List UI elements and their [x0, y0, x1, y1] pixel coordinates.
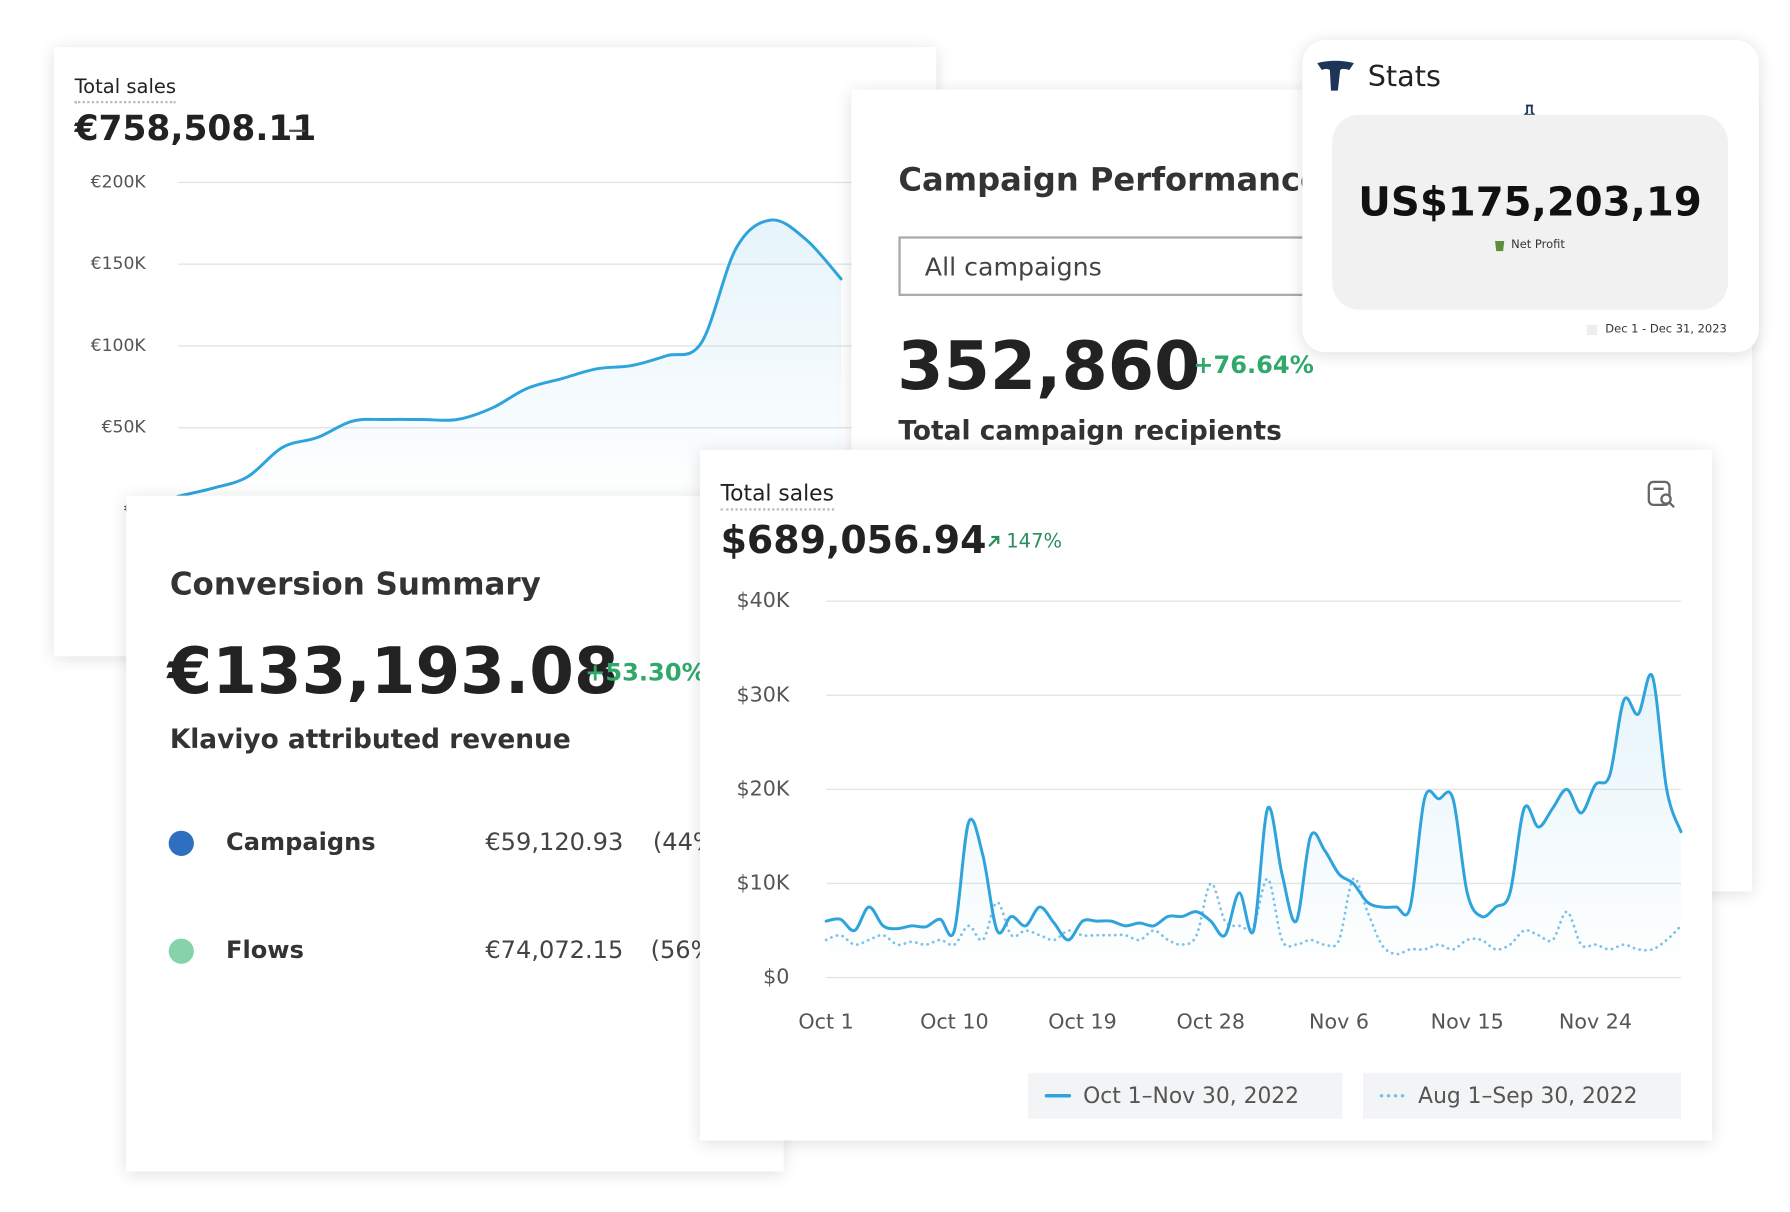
stat-box: US$175,203,19 Net Profit [1332, 114, 1728, 310]
recipients-label: Total campaign recipients [898, 416, 1282, 447]
y-tick-label: $30K [736, 682, 789, 706]
x-tick-label: Oct 1 [798, 1009, 853, 1033]
revenue-value: €133,193.08 [167, 634, 619, 710]
card-title: Stats [1367, 59, 1441, 93]
stat-value: US$175,203,19 [1358, 180, 1702, 227]
y-tick-label: €150K [91, 254, 147, 274]
x-tick-label: Nov 6 [1309, 1009, 1369, 1033]
shop-icon [1495, 240, 1505, 252]
x-tick-label: Oct 28 [1177, 1009, 1246, 1033]
dot [168, 830, 194, 856]
change: +53.30% [585, 658, 706, 687]
row-name: Flows [226, 936, 304, 964]
y-tick-label: $40K [736, 588, 789, 612]
change: +76.64% [1193, 351, 1314, 379]
arrow-icon [988, 535, 1000, 547]
x-tick-label: Oct 10 [920, 1009, 989, 1033]
row-name: Campaigns [226, 828, 376, 856]
logo [1317, 60, 1354, 91]
change: 147% [1006, 530, 1063, 554]
conversion-card: Conversion Summary €133,193.08 +53.30% K… [126, 495, 784, 1172]
dash-icon [289, 129, 306, 132]
legend-label: Oct 1–Nov 30, 2022 [1083, 1084, 1299, 1109]
x-tick-label: Nov 15 [1431, 1009, 1504, 1033]
total-value: €758,508.11 [74, 109, 317, 150]
card-title: Total sales [74, 77, 177, 104]
y-tick-label: $10K [736, 870, 789, 894]
line [176, 218, 843, 498]
line [824, 672, 1683, 942]
y-tick-label: $20K [736, 776, 789, 800]
legend-item [1363, 1072, 1681, 1119]
x-tick-label: Oct 19 [1048, 1009, 1117, 1033]
stats-card: Stats US$175,203,19 Net Profit Dec 1 - D… [1302, 40, 1759, 353]
recipients-value: 352,860 [897, 327, 1201, 406]
sales-card: Total sales $689,056.94 147% $0 $10K $20K $… [699, 449, 1712, 1141]
dropdown-text: All campaigns [924, 253, 1102, 283]
legend-swatch [1586, 324, 1598, 336]
dot [168, 938, 194, 964]
x-tick-label: Nov 24 [1559, 1009, 1632, 1033]
legend-label: Aug 1–Sep 30, 2022 [1418, 1084, 1637, 1109]
revenue-label: Klaviyo attributed revenue [169, 725, 571, 755]
card-title: Campaign Performance [898, 160, 1322, 199]
card-title: Conversion Summary [169, 566, 541, 603]
date-range: Dec 1 - Dec 31, 2023 [1605, 323, 1727, 337]
y-tick-label: €100K [91, 336, 147, 356]
y-tick-label: €200K [91, 172, 147, 192]
inspect-icon[interactable] [1647, 480, 1677, 510]
legend-item [1028, 1072, 1343, 1119]
card-title: Total sales [720, 482, 834, 511]
y-tick-label: $0 [763, 965, 789, 989]
area [826, 674, 1681, 978]
dropdown[interactable]: All campaigns [898, 236, 1358, 297]
chart: $0 $10K $20K $30K $40K Oct 1 Oct 10 Oct 19 Oct 2… [736, 588, 1683, 1119]
total-value: $689,056.94 [720, 517, 987, 563]
area [177, 219, 842, 510]
stat-label: Net Profit [1511, 238, 1565, 252]
row-amount: €74,072.15 [485, 936, 624, 964]
y-tick-label: €50K [102, 418, 147, 438]
row-amount: €59,120.93 [485, 828, 624, 856]
